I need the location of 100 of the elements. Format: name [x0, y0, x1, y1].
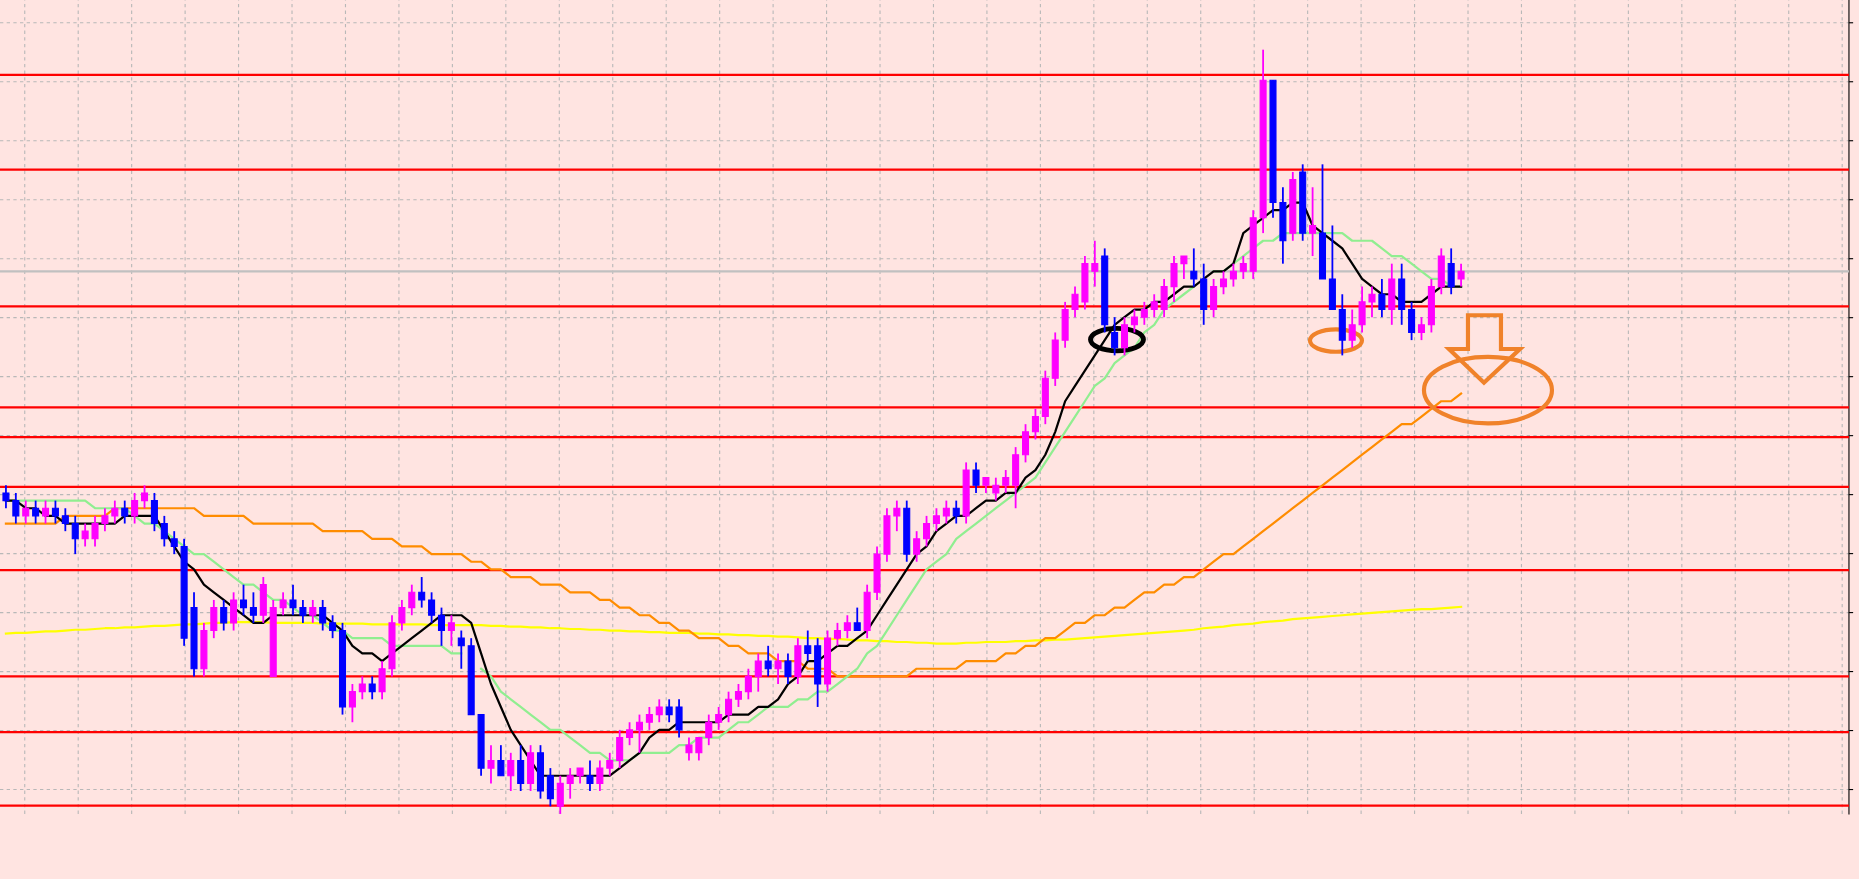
candlestick: [378, 660, 386, 701]
candlestick: [1408, 300, 1416, 342]
candlestick: [1170, 255, 1178, 303]
candlestick: [1091, 239, 1099, 288]
candlestick: [626, 721, 634, 747]
candlestick: [1229, 262, 1237, 288]
candlestick: [804, 629, 812, 663]
candlestick: [2, 484, 10, 510]
candlestick: [774, 652, 782, 685]
candlestick: [121, 499, 129, 525]
candlestick: [507, 751, 515, 792]
candlestick: [1368, 285, 1376, 319]
candlestick: [1002, 469, 1010, 494]
candlestick: [606, 751, 614, 777]
candlestick: [942, 499, 950, 525]
candlestick: [725, 690, 733, 724]
candlestick: [71, 514, 79, 556]
candlestick: [1210, 278, 1218, 319]
candlestick: [437, 606, 446, 647]
candlestick: [150, 492, 158, 533]
candlestick: [665, 698, 673, 724]
candlestick: [457, 629, 465, 670]
candlestick: [249, 591, 257, 624]
candlestick: [418, 576, 426, 609]
candlestick: [1417, 316, 1426, 342]
candlestick: [131, 492, 139, 525]
candlestick: [1358, 285, 1366, 334]
candlestick: [329, 614, 337, 640]
candlestick: [32, 499, 40, 525]
candlestick: [12, 492, 20, 525]
candlestick: [160, 514, 168, 548]
candlestick: [1348, 308, 1356, 349]
candlestick: [923, 514, 931, 548]
candlestick: [22, 499, 30, 525]
candlestick: [279, 591, 287, 617]
candlestick: [754, 652, 762, 693]
candlestick: [1190, 247, 1198, 288]
candlestick: [111, 499, 119, 525]
candlestick: [715, 706, 723, 731]
candlestick: [299, 599, 307, 624]
candlestick: [1140, 300, 1148, 326]
candlestick: [1111, 316, 1119, 357]
candlestick: [1447, 247, 1455, 296]
candlestick: [655, 698, 663, 724]
candlestick: [586, 759, 594, 792]
candlestick: [447, 614, 455, 647]
candlestick: [220, 599, 228, 632]
candlestick: [734, 683, 742, 708]
candlestick: [239, 583, 248, 617]
candlestick: [140, 484, 149, 510]
candlestick: [1378, 278, 1386, 319]
candlestick: [517, 744, 525, 792]
candlestick: [645, 706, 653, 731]
candlestick: [556, 774, 564, 814]
candlestick: [51, 499, 59, 525]
candlestick: [348, 683, 356, 724]
candlestick: [744, 667, 752, 701]
candlestick: [1022, 423, 1030, 464]
candlestick: [764, 644, 772, 678]
candlestick: [853, 606, 861, 632]
candlestick: [992, 476, 1000, 502]
candlestick: [675, 698, 683, 739]
candlestick: [61, 507, 69, 533]
candlestick: [705, 713, 713, 747]
candlestick: [932, 507, 940, 533]
candlestick: [358, 675, 366, 701]
candlestick: [1219, 270, 1228, 296]
candlestick: [913, 530, 921, 563]
candlestick: [1457, 262, 1465, 288]
candlestick: [566, 767, 574, 800]
candlestick: [1150, 293, 1158, 319]
candlestick: [101, 507, 109, 533]
candlestick: [784, 652, 792, 685]
candlestick: [546, 767, 554, 808]
candlestick: [972, 461, 980, 494]
candlestick: [685, 736, 693, 762]
candlestick: [843, 614, 851, 640]
candlestick: [91, 514, 99, 548]
candlestick: [408, 583, 416, 617]
candlestick: [952, 499, 960, 525]
candlestick: [1180, 255, 1188, 280]
candlestick: [833, 621, 841, 647]
candlestick: [1071, 285, 1079, 319]
candlestick: [42, 499, 50, 525]
candlestick: [596, 759, 604, 792]
candlestick: [1160, 278, 1168, 319]
candlestick: [1120, 316, 1129, 357]
candlestick: [1031, 407, 1039, 441]
candlestick: [1130, 308, 1138, 334]
candlestick: [309, 599, 317, 624]
candlestick: [1309, 186, 1317, 257]
candlestick: [230, 591, 238, 632]
candlestick: [81, 522, 89, 548]
candlestick: [319, 599, 327, 632]
candlestick: [368, 675, 376, 701]
candlestick: [170, 530, 178, 556]
candlestick: [497, 744, 505, 777]
candlestick: [428, 591, 436, 624]
candlestick: [616, 728, 624, 770]
candlestick: [695, 736, 703, 762]
